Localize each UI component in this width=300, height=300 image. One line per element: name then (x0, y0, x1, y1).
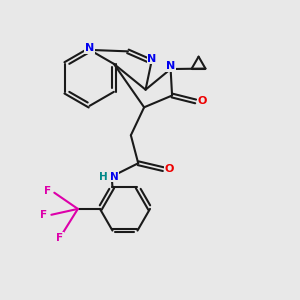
Text: N: N (85, 44, 94, 53)
Text: O: O (164, 164, 174, 174)
Text: N: N (147, 54, 157, 64)
Text: N: N (166, 61, 175, 71)
Text: O: O (197, 96, 207, 106)
Text: F: F (56, 233, 63, 243)
Text: N: N (110, 172, 118, 182)
Text: F: F (44, 186, 51, 196)
Text: F: F (40, 210, 48, 220)
Text: H: H (99, 172, 108, 182)
